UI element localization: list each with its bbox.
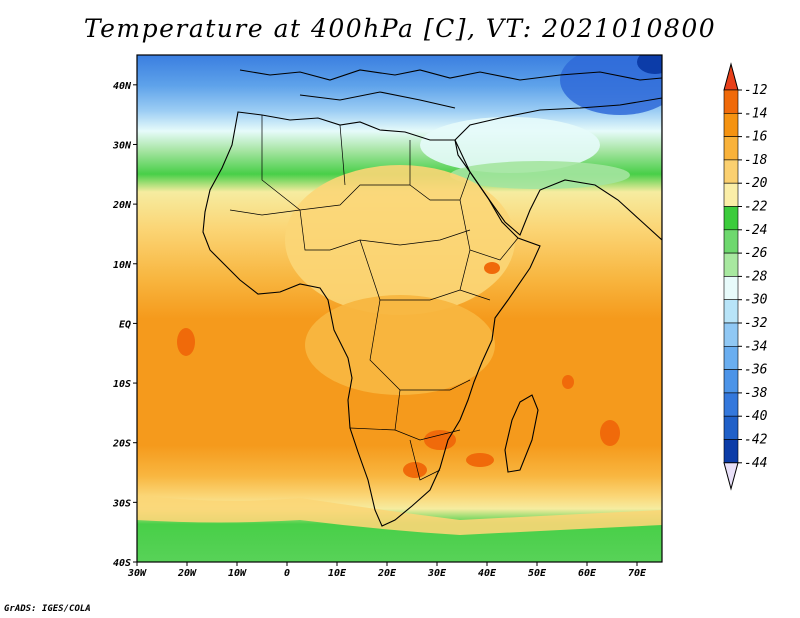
map-title: Temperature at 400hPa [C], VT: 202101080… xyxy=(83,14,717,43)
lon-tick-label: 10E xyxy=(328,568,347,579)
africa-coast xyxy=(202,111,541,527)
warm-patch-ethiopia xyxy=(484,262,500,274)
cold-core-ne xyxy=(637,55,662,74)
cold-pool-ne xyxy=(560,55,662,115)
warm-patch-indian-ocean xyxy=(562,375,574,389)
europe-coast xyxy=(239,69,662,81)
colorbar-bottom-arrow xyxy=(723,462,739,491)
colorbar-segment xyxy=(723,252,739,277)
colorbar-segment xyxy=(723,369,739,394)
colorbar-segment xyxy=(723,345,739,370)
mediterranean-coast xyxy=(299,91,456,109)
colorbar-top-arrow xyxy=(723,62,739,91)
warm-patch-mozambique xyxy=(466,453,494,467)
lon-tick-label: 70E xyxy=(628,568,647,579)
pale-band-arabia xyxy=(420,117,600,173)
lon-tick-label: 40E xyxy=(478,568,497,579)
colorbar-label: -18 xyxy=(744,153,768,168)
lon-tick-label: 60E xyxy=(578,568,597,579)
lat-tick-label: 30N xyxy=(112,140,132,151)
colorbar-segment xyxy=(723,159,739,184)
lat-tick-label: 10N xyxy=(113,260,132,271)
colorbar-segment xyxy=(723,89,739,114)
colorbar-label: -36 xyxy=(744,363,768,378)
lon-tick-label: 30W xyxy=(127,568,147,579)
colorbar-segment xyxy=(723,136,739,161)
axis-ticks xyxy=(133,84,638,566)
lon-tick-label: 50E xyxy=(528,568,547,579)
coastlines xyxy=(202,69,662,527)
warm-patch-east xyxy=(600,420,620,446)
green-band-arabia xyxy=(450,161,630,189)
colorbar-label: -34 xyxy=(744,339,767,354)
lon-tick-label: 20E xyxy=(377,568,397,579)
lat-tick-label: 10S xyxy=(113,379,131,390)
lat-tick-label: 20N xyxy=(112,200,132,211)
colorbar-segment xyxy=(723,229,739,254)
lon-tick-label: 0 xyxy=(284,568,290,579)
colorbar-segment xyxy=(723,392,739,417)
lat-tick-label: 40S xyxy=(113,558,131,569)
lon-tick-label: 20W xyxy=(177,568,197,579)
colorbar-segment xyxy=(723,415,739,440)
grads-credit: GrADS: IGES/COLA xyxy=(4,604,91,614)
arabia-coast xyxy=(454,97,662,241)
colorbar-segment xyxy=(723,299,739,324)
colorbar-label: -20 xyxy=(744,176,768,191)
colorbar-label: -16 xyxy=(744,130,768,145)
lightorange-region-africa xyxy=(305,295,495,395)
yellow-band-south xyxy=(137,495,662,535)
colorbar-segment xyxy=(723,113,739,137)
colorbar-label: -26 xyxy=(744,246,768,261)
colorbar-label: -24 xyxy=(744,223,767,238)
colorbar-label: -22 xyxy=(744,200,768,215)
lat-tick-label: 40N xyxy=(113,81,132,92)
colorbar-label: -42 xyxy=(744,433,768,448)
warm-patch-south-africa-1 xyxy=(424,430,456,450)
lat-tick-label: 20S xyxy=(112,439,131,450)
colorbar-label: -44 xyxy=(744,456,767,471)
map-frame xyxy=(136,54,663,563)
lat-tick-label: EQ xyxy=(119,319,131,330)
lat-tick-label: 30S xyxy=(112,498,131,509)
colorbar-label: -32 xyxy=(744,316,768,331)
colorbar-label: -38 xyxy=(744,386,768,401)
warm-patch-atlantic xyxy=(177,328,195,356)
colorbar-segment xyxy=(723,322,739,347)
colorbar-segment xyxy=(723,206,739,231)
colorbar-label: -14 xyxy=(744,106,767,121)
lon-tick-label: 30E xyxy=(427,568,447,579)
colorbar-label: -28 xyxy=(744,269,768,284)
colorbar-label: -40 xyxy=(744,409,768,424)
colorbar-segment xyxy=(723,182,739,207)
lon-axis-labels: 30W 20W 10W 0 10E 20E 30E 40E 50E 60E 70E xyxy=(127,568,647,579)
colorbar-label: -12 xyxy=(744,83,768,98)
country-borders xyxy=(229,115,519,481)
colorbar xyxy=(723,62,742,491)
colorbar-segment xyxy=(723,439,739,464)
lon-tick-label: 10W xyxy=(228,568,247,579)
warm-patch-south-africa-2 xyxy=(403,462,427,478)
colorbar-segment xyxy=(723,276,739,300)
lat-axis-labels: 40N 30N 20N 10N EQ 10S 20S 30S 40S xyxy=(112,81,132,569)
temperature-field xyxy=(137,55,662,562)
madagascar-coast xyxy=(504,394,539,473)
colorbar-label: -30 xyxy=(744,293,768,308)
colorbar-labels: -12 -14 -16 -18 -20 -22 -24 -26 -28 -30 -32 -34 -36 -… xyxy=(744,83,768,471)
